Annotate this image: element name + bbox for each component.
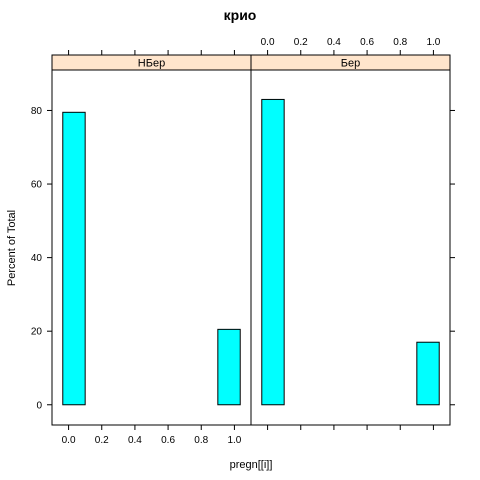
x-tick-label-top: 0.2 [294,37,308,48]
panel-border [250,69,451,426]
plot-area: НБер 0.0 0.2 0.4 0.6 0.8 1.0 Бер 0.0 0.2 0.4 0.6 0.8… [31,37,455,446]
x-tick-label: 0.2 [95,435,109,446]
y-tick-label: 0 [36,400,42,411]
panel-strip-label: Бер [341,58,360,70]
chart-title: крио [224,7,257,23]
x-tick-label: 0.0 [62,435,76,446]
histogram-bar [261,98,285,406]
panel-strip-label: НБер [138,58,165,70]
histogram-bar [416,341,440,406]
x-tick-label: 1.0 [227,435,241,446]
x-tick-label: 0.8 [194,435,208,446]
x-axis-label: pregn[[i]] [230,459,273,471]
x-tick-label: 0.6 [161,435,175,446]
x-tick-label-top: 0.6 [360,37,374,48]
histogram-bar [217,328,241,406]
x-tick-label: 0.4 [128,435,142,446]
y-tick-label: 80 [31,106,43,117]
y-axis-label: Percent of Total [6,210,18,286]
y-tick-label: 20 [31,327,43,338]
x-tick-label-top: 0.4 [327,37,341,48]
y-tick-label: 40 [31,253,43,264]
y-tick-label: 60 [31,180,43,191]
histogram-bar [62,111,86,406]
x-tick-label-top: 0.8 [393,37,407,48]
x-tick-label-top: 0.0 [261,37,275,48]
x-tick-label-top: 1.0 [426,37,440,48]
